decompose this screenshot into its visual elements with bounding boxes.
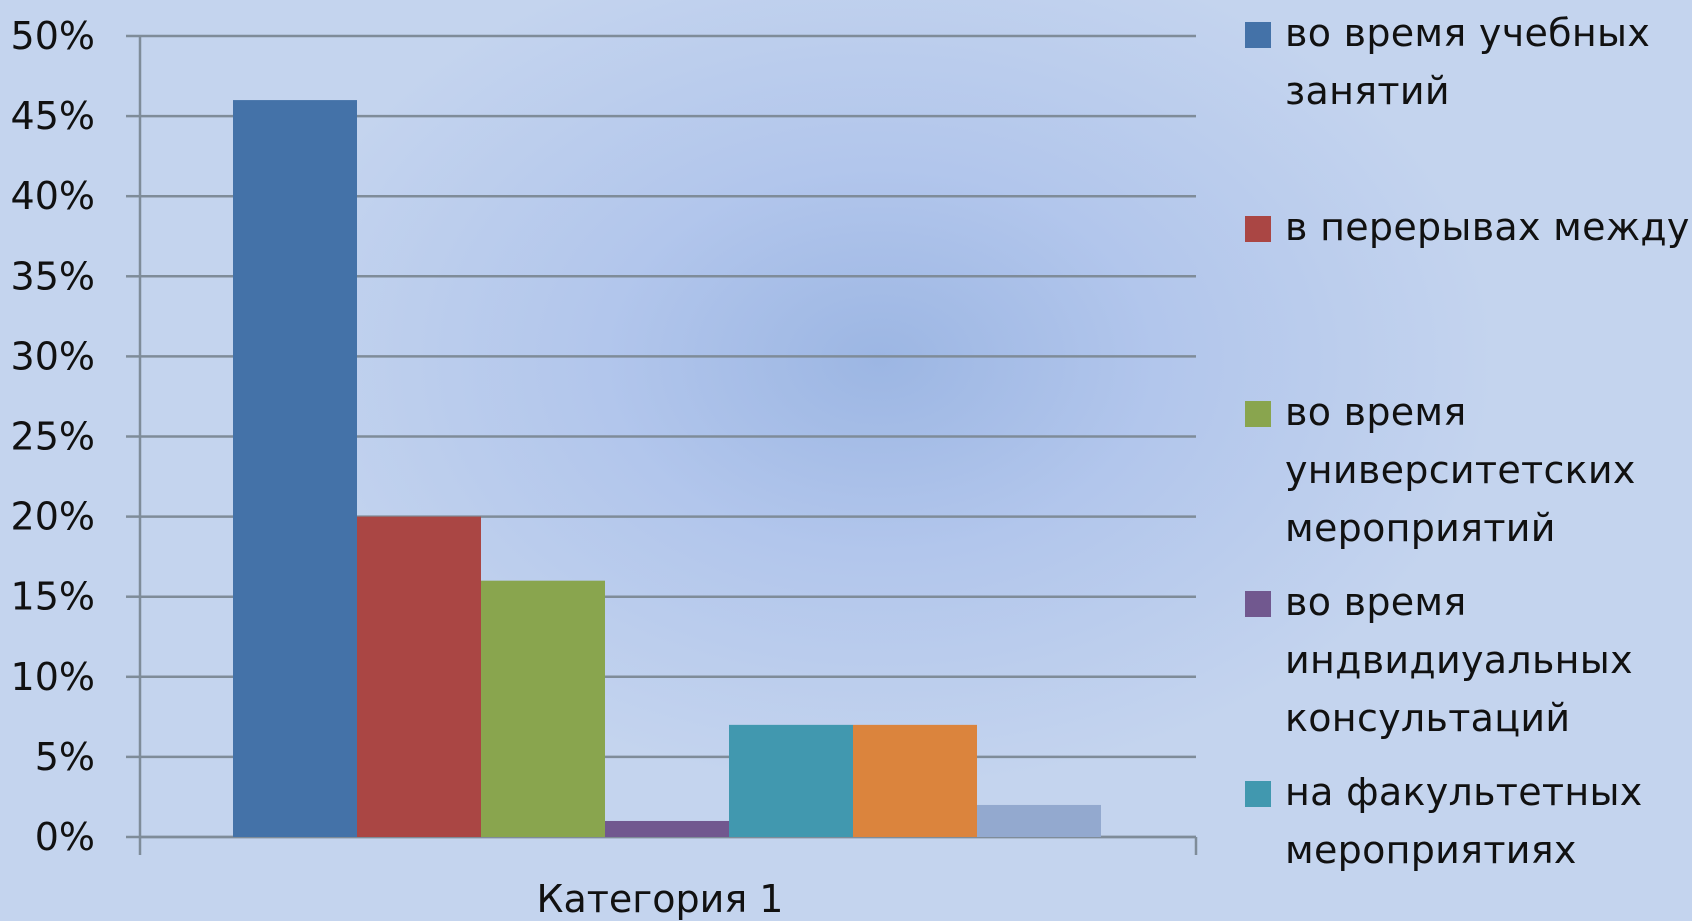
legend-swatch <box>1245 22 1271 48</box>
legend-label: на факультетных мероприятиях <box>1285 770 1643 872</box>
y-tick-label: 40% <box>11 174 95 218</box>
legend-swatch <box>1245 591 1271 617</box>
legend-label: во время учебных занятий <box>1285 11 1651 113</box>
bar-3 <box>481 580 605 837</box>
y-tick-label: 35% <box>11 254 95 298</box>
legend-label: во время университетских мероприятий <box>1285 390 1636 550</box>
bar-4 <box>605 820 729 837</box>
legend-swatch <box>1245 216 1271 242</box>
legend-item: во время университетских мероприятий <box>1245 383 1636 557</box>
legend-swatch <box>1245 401 1271 427</box>
legend-label: во время индвидиуальных консультаций <box>1285 580 1633 740</box>
bar-5 <box>729 724 853 837</box>
legend-item: во время индвидиуальных консультаций <box>1245 573 1633 747</box>
legend-item: во время учебных занятий <box>1245 4 1650 120</box>
y-tick-label: 50% <box>11 14 95 58</box>
y-tick-label: 10% <box>11 655 95 699</box>
legend-item: в перерывах между <box>1245 198 1690 256</box>
bar-1 <box>233 100 357 837</box>
y-tick-label: 20% <box>11 495 95 539</box>
bar-6 <box>853 724 977 837</box>
bar-7 <box>977 804 1101 837</box>
bar-2 <box>357 516 481 837</box>
category-label: Категория 1 <box>537 877 784 921</box>
y-tick-label: 25% <box>11 415 95 459</box>
legend-swatch <box>1245 781 1271 807</box>
legend-item: на факультетных мероприятиях <box>1245 763 1643 879</box>
legend-label: в перерывах между <box>1285 205 1690 249</box>
y-tick-label: 0% <box>35 815 95 859</box>
y-tick-label: 45% <box>11 94 95 138</box>
y-tick-label: 15% <box>11 575 95 619</box>
legend: во время учебных занятий в перерывах межд… <box>1245 0 1692 921</box>
y-tick-label: 5% <box>35 735 95 779</box>
y-tick-label: 30% <box>11 334 95 378</box>
